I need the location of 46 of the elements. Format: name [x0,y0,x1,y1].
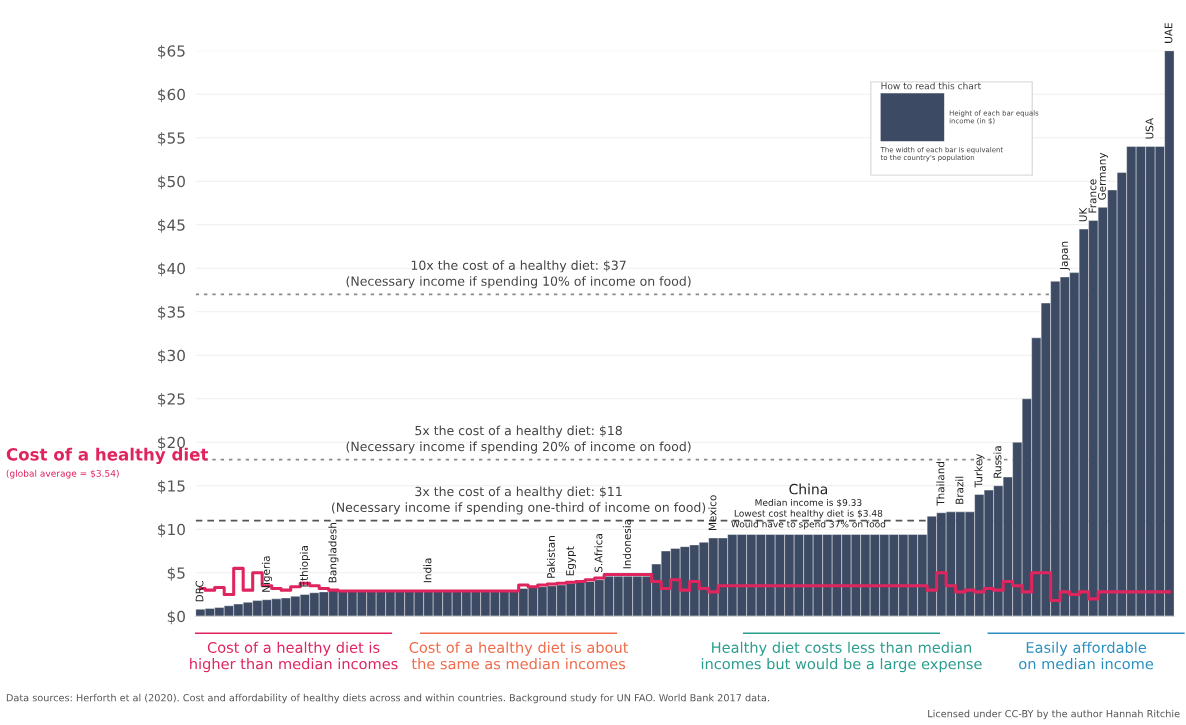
x-tick-label: Japan [1060,241,1070,271]
x-tick-label: Germany [1098,152,1108,200]
text: (global average = $3.54) [6,469,119,479]
y-tick-label: $60 [158,88,185,103]
y-tick-label: $45 [158,218,185,233]
x-tick-label: Nigeria [261,556,272,592]
x-tick-label: Pakistan [546,536,555,578]
y-tick-label: $15 [158,479,185,494]
text: Cost of a healthy diet is higher than median incomes [190,641,398,673]
y-tick-label: $50 [158,175,185,190]
y-tick-label: $5 [167,566,185,581]
x-tick-label: Mexico [708,495,717,530]
x-tick-label: UAE [1164,23,1173,43]
text: Data sources: Herforth et al (2020). Cost and affordability of healthy diets across and within countries. Background study for UN FAO. World Bank 2017 data. [6,693,769,704]
x-tick-label: UK [1079,207,1087,222]
x-tick-label: S.Africa [594,534,603,573]
y-tick-label: $35 [158,305,185,320]
x-tick-label: Bangladesh [328,523,339,583]
x-tick-label: Egypt [566,546,576,576]
x-tick-label: Indonesia [622,519,631,569]
y-tick-label: $65 [158,44,185,59]
ref-line-label: 3x the cost of a healthy diet: $11 (Necessary income if spending one-third of income on food) [332,486,706,515]
x-tick-label: Brazil [955,476,964,504]
text: Licensed under CC-BY by the author Hannah Ritchie [928,709,1180,720]
annotation: Median income is $9.33 Lowest cost healthy diet is $3.48 Would have to spend 37% on food [731,498,886,530]
x-tick-label: Russia [993,446,1002,478]
ref-line-label: 5x the cost of a healthy diet: $18 (Necessary income if spending 20% of income on food) [346,425,691,454]
y-tick-label: $25 [158,392,185,407]
y-tick-label: $10 [158,523,185,538]
y-tick-label: $0 [167,610,185,625]
y-tick-label: $40 [158,262,185,277]
text: Healthy diet costs less than median incomes but would be a large expense [701,641,982,673]
y-tick-label: $30 [158,349,185,364]
text: Cost of a healthy diet is about the same as median incomes [409,641,629,670]
ref-line-label: 10x the cost of a healthy diet: $37 (Necessary income if spending 10% of income on food) [346,260,691,289]
annotation: How to read this chart [881,82,981,90]
x-tick-label: India [423,558,432,583]
x-tick-label: USA [1145,118,1154,139]
y-tick-label: $55 [158,131,185,146]
x-tick-label: Turkey [974,453,985,488]
x-tick-label: China [789,483,827,495]
x-tick-label: DRC [195,580,204,602]
text: Easily affordable on median income [1019,641,1154,670]
x-tick-label: Thailand [936,461,945,506]
x-tick-label: France [1088,179,1097,213]
x-tick-label: Ethiopia [299,546,310,587]
